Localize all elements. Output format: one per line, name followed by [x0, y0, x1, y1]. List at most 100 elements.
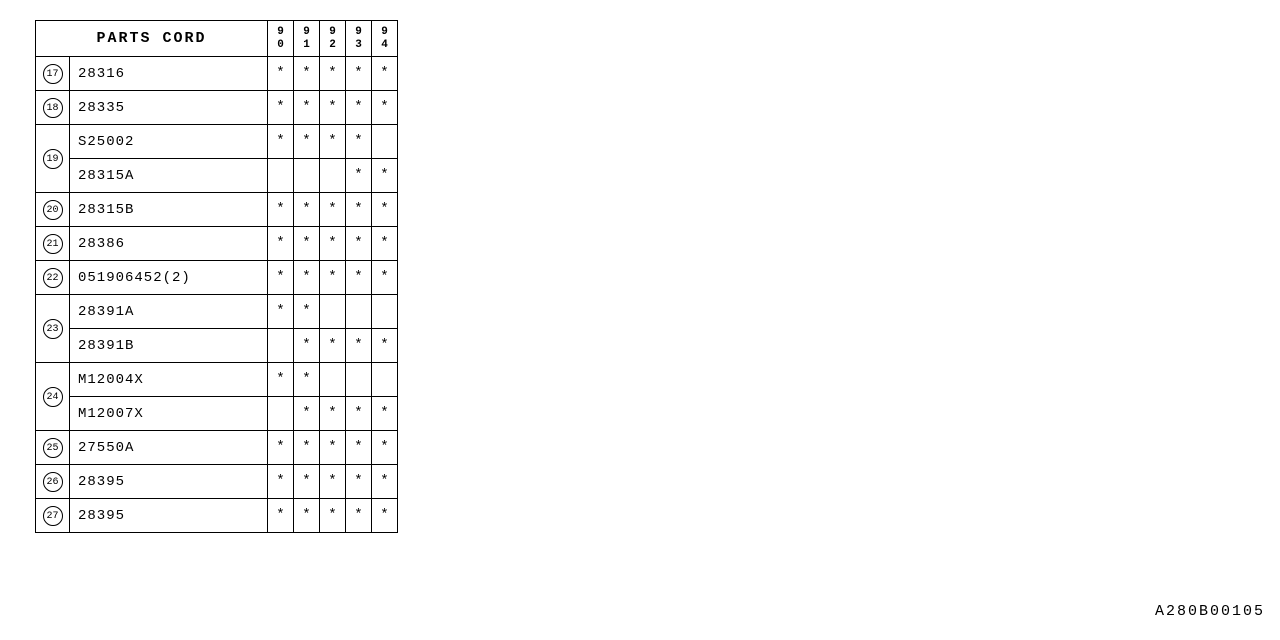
mark-cell: * [346, 159, 372, 193]
part-code-cell: 27550A [70, 431, 268, 465]
part-code-cell: 28315B [70, 193, 268, 227]
mark-cell: * [294, 431, 320, 465]
ref-number-icon: 27 [43, 506, 63, 526]
ref-number-icon: 19 [43, 149, 63, 169]
table-row: M12007X**** [36, 397, 398, 431]
ref-number-icon: 24 [43, 387, 63, 407]
ref-cell: 25 [36, 431, 70, 465]
mark-cell: * [372, 329, 398, 363]
mark-cell: * [294, 57, 320, 91]
mark-cell: * [268, 261, 294, 295]
mark-cell: * [372, 261, 398, 295]
ref-number-icon: 21 [43, 234, 63, 254]
mark-cell: * [320, 499, 346, 533]
part-code-cell: 28395 [70, 499, 268, 533]
mark-cell: * [346, 499, 372, 533]
mark-cell: * [268, 57, 294, 91]
part-code-cell: 28391A [70, 295, 268, 329]
mark-cell [372, 125, 398, 159]
mark-cell [346, 363, 372, 397]
mark-cell: * [320, 193, 346, 227]
ref-number-icon: 25 [43, 438, 63, 458]
part-code-cell: S25002 [70, 125, 268, 159]
mark-cell: * [268, 227, 294, 261]
mark-cell: * [372, 193, 398, 227]
mark-cell: * [346, 193, 372, 227]
part-code-cell: 28395 [70, 465, 268, 499]
part-code-cell: 28386 [70, 227, 268, 261]
ref-cell: 22 [36, 261, 70, 295]
footer-code: A280B00105 [1155, 603, 1265, 620]
mark-cell: * [346, 125, 372, 159]
ref-cell: 21 [36, 227, 70, 261]
mark-cell [268, 397, 294, 431]
part-code-cell: M12007X [70, 397, 268, 431]
header-title: PARTS CORD [36, 21, 268, 57]
mark-cell: * [346, 465, 372, 499]
mark-cell: * [372, 227, 398, 261]
mark-cell: * [294, 397, 320, 431]
table-row: 2628395***** [36, 465, 398, 499]
part-code-cell: 28315A [70, 159, 268, 193]
mark-cell: * [294, 227, 320, 261]
mark-cell: * [320, 91, 346, 125]
mark-cell: * [294, 193, 320, 227]
table-row: 22051906452(2)***** [36, 261, 398, 295]
part-code-cell: M12004X [70, 363, 268, 397]
mark-cell: * [268, 363, 294, 397]
mark-cell: * [346, 397, 372, 431]
table-row: 2328391A** [36, 295, 398, 329]
mark-cell: * [372, 465, 398, 499]
mark-cell [320, 295, 346, 329]
mark-cell: * [320, 431, 346, 465]
mark-cell: * [320, 227, 346, 261]
mark-cell: * [320, 57, 346, 91]
mark-cell [268, 159, 294, 193]
mark-cell [346, 295, 372, 329]
table-row: 28391B**** [36, 329, 398, 363]
table-body: 1728316*****1828335*****19S25002****2831… [36, 57, 398, 533]
mark-cell: * [372, 91, 398, 125]
part-code-cell: 28316 [70, 57, 268, 91]
table-row: 24M12004X** [36, 363, 398, 397]
mark-cell: * [320, 397, 346, 431]
mark-cell [320, 363, 346, 397]
mark-cell: * [268, 125, 294, 159]
mark-cell: * [320, 465, 346, 499]
mark-cell: * [268, 499, 294, 533]
ref-cell: 26 [36, 465, 70, 499]
year-header-1: 91 [294, 21, 320, 57]
mark-cell [372, 363, 398, 397]
ref-cell: 17 [36, 57, 70, 91]
ref-cell: 19 [36, 125, 70, 193]
mark-cell: * [294, 261, 320, 295]
ref-number-icon: 26 [43, 472, 63, 492]
mark-cell: * [320, 125, 346, 159]
table-row: 1728316***** [36, 57, 398, 91]
mark-cell: * [346, 91, 372, 125]
mark-cell: * [372, 499, 398, 533]
mark-cell: * [346, 227, 372, 261]
mark-cell: * [294, 465, 320, 499]
ref-cell: 23 [36, 295, 70, 363]
year-header-3: 93 [346, 21, 372, 57]
table-row: 2028315B***** [36, 193, 398, 227]
mark-cell: * [294, 125, 320, 159]
table-row: 1828335***** [36, 91, 398, 125]
table-row: 28315A ** [36, 159, 398, 193]
ref-cell: 27 [36, 499, 70, 533]
part-code-cell: 28391B [70, 329, 268, 363]
table-row: 2527550A***** [36, 431, 398, 465]
mark-cell [294, 159, 320, 193]
mark-cell: * [294, 329, 320, 363]
mark-cell: * [294, 499, 320, 533]
ref-number-icon: 18 [43, 98, 63, 118]
year-header-2: 92 [320, 21, 346, 57]
table-row: 19S25002**** [36, 125, 398, 159]
mark-cell [372, 295, 398, 329]
mark-cell: * [372, 397, 398, 431]
ref-number-icon: 23 [43, 319, 63, 339]
mark-cell: * [372, 159, 398, 193]
mark-cell: * [320, 329, 346, 363]
table-row: 2128386***** [36, 227, 398, 261]
